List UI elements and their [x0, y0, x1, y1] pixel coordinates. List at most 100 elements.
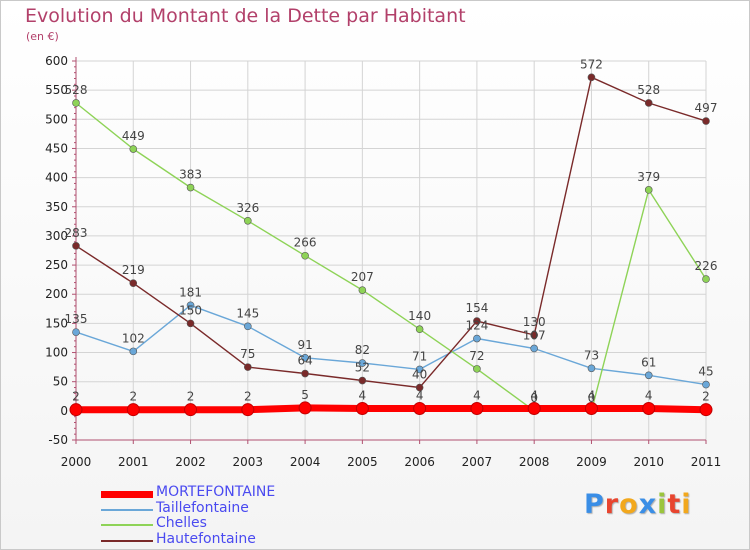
data-label-mortefontaine: 2 [244, 390, 252, 404]
y-tick-label: 50 [53, 375, 68, 389]
x-tick-label: 2005 [347, 455, 378, 469]
legend-swatch [101, 508, 153, 511]
data-point-taillefontaine [186, 301, 195, 310]
y-tick-label: 400 [45, 171, 68, 185]
data-label-taillefontaine: 71 [412, 349, 427, 363]
y-tick-label: 450 [45, 141, 68, 155]
data-label-hautefontaine: 283 [65, 226, 88, 240]
data-label-chelles: 383 [179, 168, 202, 182]
data-label-chelles: 207 [351, 270, 374, 284]
x-tick-label: 2006 [404, 455, 435, 469]
axes: -500501001502002503003504004505005506002… [45, 54, 721, 469]
data-label-chelles: 266 [294, 236, 317, 250]
logo-letter: P [584, 489, 605, 520]
data-point-hautefontaine [358, 376, 367, 385]
data-point-taillefontaine [473, 334, 481, 343]
data-point-hautefontaine [186, 319, 195, 328]
y-tick-label: 300 [45, 229, 68, 243]
data-point-hautefontaine [301, 369, 309, 378]
data-point-mortefontaine [298, 401, 312, 415]
proxiti-logo: Proxiti [584, 489, 692, 520]
data-label-taillefontaine: 82 [355, 343, 370, 357]
y-tick-label: 250 [45, 258, 68, 272]
data-point-mortefontaine [470, 402, 484, 416]
data-point-taillefontaine [530, 344, 538, 353]
data-point-hautefontaine [72, 242, 80, 250]
series-line-chelles [75, 102, 707, 412]
data-label-mortefontaine: 2 [187, 390, 195, 404]
data-label-chelles: 528 [65, 83, 88, 97]
data-point-chelles [129, 145, 138, 153]
data-label-chelles: 449 [122, 129, 145, 143]
logo-letter: i [681, 489, 692, 520]
x-tick-label: 2000 [61, 455, 92, 469]
data-label-taillefontaine: 107 [523, 328, 546, 342]
x-tick-label: 2010 [633, 455, 664, 469]
data-point-mortefontaine [584, 402, 598, 416]
data-label-taillefontaine: 73 [584, 348, 599, 362]
data-label-mortefontaine: 4 [359, 389, 367, 403]
series [69, 73, 713, 417]
data-point-hautefontaine [644, 99, 653, 107]
x-tick-label: 2011 [691, 455, 722, 469]
data-point-chelles [72, 99, 80, 107]
data-point-taillefontaine [129, 347, 138, 356]
y-tick-label: 550 [45, 83, 68, 97]
x-tick-label: 2008 [519, 455, 550, 469]
data-point-taillefontaine [244, 322, 252, 331]
legend-label: MORTEFONTAINE [156, 484, 276, 500]
data-label-hautefontaine: 572 [580, 57, 603, 71]
data-label-mortefontaine: 2 [129, 390, 137, 404]
y-tick-label: 0 [60, 404, 68, 418]
data-point-taillefontaine [72, 328, 80, 336]
logo-letter: x [638, 489, 658, 520]
x-tick-label: 2002 [175, 455, 206, 469]
data-label-chelles: 0 [530, 391, 538, 405]
data-label-taillefontaine: 91 [297, 338, 312, 352]
data-label-hautefontaine: 497 [695, 101, 718, 115]
x-tick-label: 2004 [290, 455, 321, 469]
data-label-mortefontaine: 4 [473, 389, 481, 403]
data-point-mortefontaine [699, 403, 713, 417]
data-point-chelles [358, 286, 367, 294]
data-point-hautefontaine [129, 279, 138, 287]
data-point-taillefontaine [644, 371, 653, 380]
data-point-taillefontaine [415, 365, 424, 374]
legend-label: Taillefontaine [156, 499, 249, 516]
data-label-hautefontaine: 52 [355, 361, 370, 375]
legend-swatch [101, 490, 153, 498]
data-label-taillefontaine: 135 [65, 312, 88, 326]
data-label-hautefontaine: 219 [122, 263, 145, 277]
data-label-chelles: 72 [469, 349, 484, 363]
data-point-chelles [702, 275, 710, 283]
data-point-hautefontaine [587, 73, 596, 82]
data-label-hautefontaine: 154 [465, 301, 488, 315]
data-point-mortefontaine [413, 402, 427, 416]
data-label-hautefontaine: 150 [179, 303, 202, 317]
y-tick-label: 600 [45, 54, 68, 68]
data-label-mortefontaine: 2 [72, 390, 80, 404]
data-point-hautefontaine [244, 363, 252, 371]
data-label-mortefontaine: 2 [702, 390, 710, 404]
data-point-taillefontaine [587, 364, 596, 373]
y-tick-label: -50 [48, 433, 68, 447]
y-tick-label: 350 [45, 200, 68, 214]
data-point-mortefontaine [126, 403, 140, 417]
series-line-mortefontaine [72, 404, 710, 414]
data-label-taillefontaine: 181 [179, 285, 202, 299]
data-label-taillefontaine: 45 [698, 365, 713, 379]
legend-swatch [101, 539, 153, 542]
series-line-hautefontaine [75, 76, 707, 389]
x-tick-label: 2009 [576, 455, 607, 469]
data-label-taillefontaine: 61 [641, 355, 656, 369]
data-point-hautefontaine [530, 331, 538, 339]
data-label-taillefontaine: 102 [122, 331, 145, 345]
data-label-hautefontaine: 528 [637, 83, 660, 97]
y-tick-label: 100 [45, 346, 68, 360]
x-tick-label: 2001 [118, 455, 149, 469]
data-point-chelles [186, 183, 195, 192]
legend-label: Chelles [156, 515, 207, 531]
legend-label: Hautefontaine [156, 530, 256, 547]
